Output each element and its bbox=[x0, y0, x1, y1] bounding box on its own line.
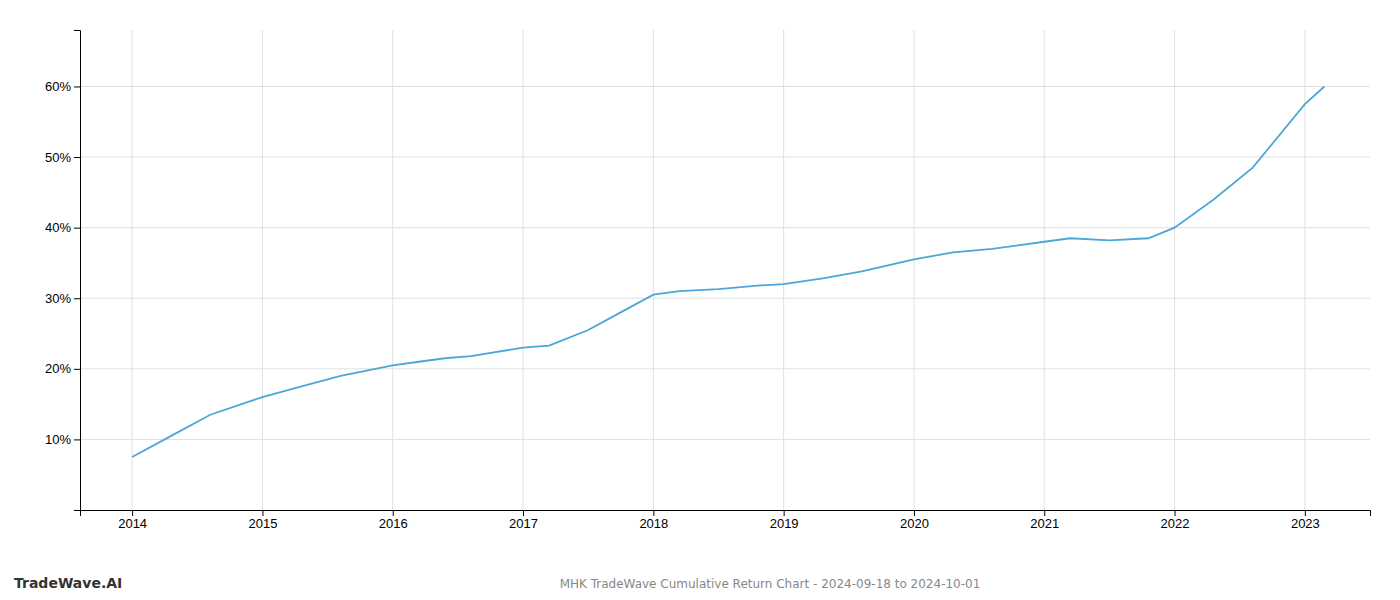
y-axis-line bbox=[74, 31, 81, 511]
y-tick-label: 40% bbox=[45, 220, 71, 235]
y-axis: 10% 20% 30% 40% 50% 60% bbox=[45, 31, 81, 511]
y-tick-label: 20% bbox=[45, 361, 71, 376]
line bbox=[132, 86, 1324, 457]
y-tick-mark bbox=[74, 298, 80, 299]
x-tick-mark bbox=[262, 510, 263, 516]
y-tick-mark bbox=[74, 369, 80, 370]
title: MHK TradeWave Cumulative Return Chart - … bbox=[560, 577, 981, 591]
x-tick-mark bbox=[914, 510, 915, 516]
x-tick: 2018 bbox=[639, 510, 668, 531]
x-tick-mark bbox=[132, 510, 133, 516]
x-axis-line bbox=[81, 511, 1371, 517]
y-tick-label: 10% bbox=[45, 432, 71, 447]
y-tick: 40% bbox=[45, 220, 80, 235]
y-tick-mark bbox=[74, 157, 80, 158]
y-tick-label: 60% bbox=[45, 79, 71, 94]
x-tick: 2022 bbox=[1161, 510, 1190, 531]
x-tick-mark bbox=[1175, 510, 1176, 516]
y-tick: 50% bbox=[45, 150, 80, 165]
x-tick: 2019 bbox=[770, 510, 799, 531]
grid-line bbox=[653, 30, 654, 510]
y-tick: 20% bbox=[45, 361, 80, 376]
x-tick: 2014 bbox=[118, 510, 147, 531]
grid-line bbox=[523, 30, 524, 510]
y-tick-label: 30% bbox=[45, 291, 71, 306]
grid-line bbox=[80, 157, 1370, 158]
x-tick-label: 2019 bbox=[770, 516, 799, 531]
y-tick: 30% bbox=[45, 291, 80, 306]
x-tick: 2023 bbox=[1291, 510, 1320, 531]
grid-line bbox=[392, 30, 393, 510]
x-tick-mark bbox=[523, 510, 524, 516]
x-tick-label: 2018 bbox=[639, 516, 668, 531]
grid-line bbox=[783, 30, 784, 510]
chart: 2014 2015 2016 2017 2018 2019 2020 2021 2022 2023… bbox=[0, 0, 1400, 600]
x-tick-mark bbox=[393, 510, 394, 516]
y-tick-mark bbox=[74, 439, 80, 440]
watermark: TradeWave.AI bbox=[14, 575, 122, 591]
x-tick-label: 2016 bbox=[379, 516, 408, 531]
grid-line bbox=[80, 368, 1370, 369]
x-tick: 2017 bbox=[509, 510, 538, 531]
x-axis: 2014 2015 2016 2017 2018 2019 2020 2021 2022 2023 bbox=[81, 510, 1371, 531]
y-tick: 10% bbox=[45, 432, 80, 447]
series-group bbox=[132, 86, 1324, 457]
grid-line bbox=[1044, 30, 1045, 510]
grid-line bbox=[913, 30, 914, 510]
grid-line bbox=[1174, 30, 1175, 510]
x-tick-mark bbox=[1305, 510, 1306, 516]
x-tick-label: 2014 bbox=[118, 516, 147, 531]
x-tick-label: 2021 bbox=[1030, 516, 1059, 531]
grid-line bbox=[80, 86, 1370, 87]
grid-line bbox=[132, 30, 133, 510]
x-tick-label: 2022 bbox=[1161, 516, 1190, 531]
grid-line bbox=[80, 439, 1370, 440]
x-tick-mark bbox=[1044, 510, 1045, 516]
y-tick: 60% bbox=[45, 79, 80, 94]
x-tick: 2016 bbox=[379, 510, 408, 531]
y-tick-mark bbox=[74, 86, 80, 87]
y-tick-label: 50% bbox=[45, 150, 71, 165]
grid-line bbox=[262, 30, 263, 510]
x-tick: 2015 bbox=[248, 510, 277, 531]
plot-area: 2014 2015 2016 2017 2018 2019 2020 2021 2022 2023… bbox=[45, 30, 1371, 531]
x-tick-label: 2017 bbox=[509, 516, 538, 531]
x-tick: 2020 bbox=[900, 510, 929, 531]
x-tick-mark bbox=[653, 510, 654, 516]
grid-line bbox=[80, 298, 1370, 299]
grid-line bbox=[1304, 30, 1305, 510]
x-tick-label: 2020 bbox=[900, 516, 929, 531]
grid bbox=[80, 30, 1370, 510]
x-tick-mark bbox=[784, 510, 785, 516]
x-tick-label: 2015 bbox=[248, 516, 277, 531]
x-tick: 2021 bbox=[1030, 510, 1059, 531]
x-tick-label: 2023 bbox=[1291, 516, 1320, 531]
y-tick-mark bbox=[74, 228, 80, 229]
